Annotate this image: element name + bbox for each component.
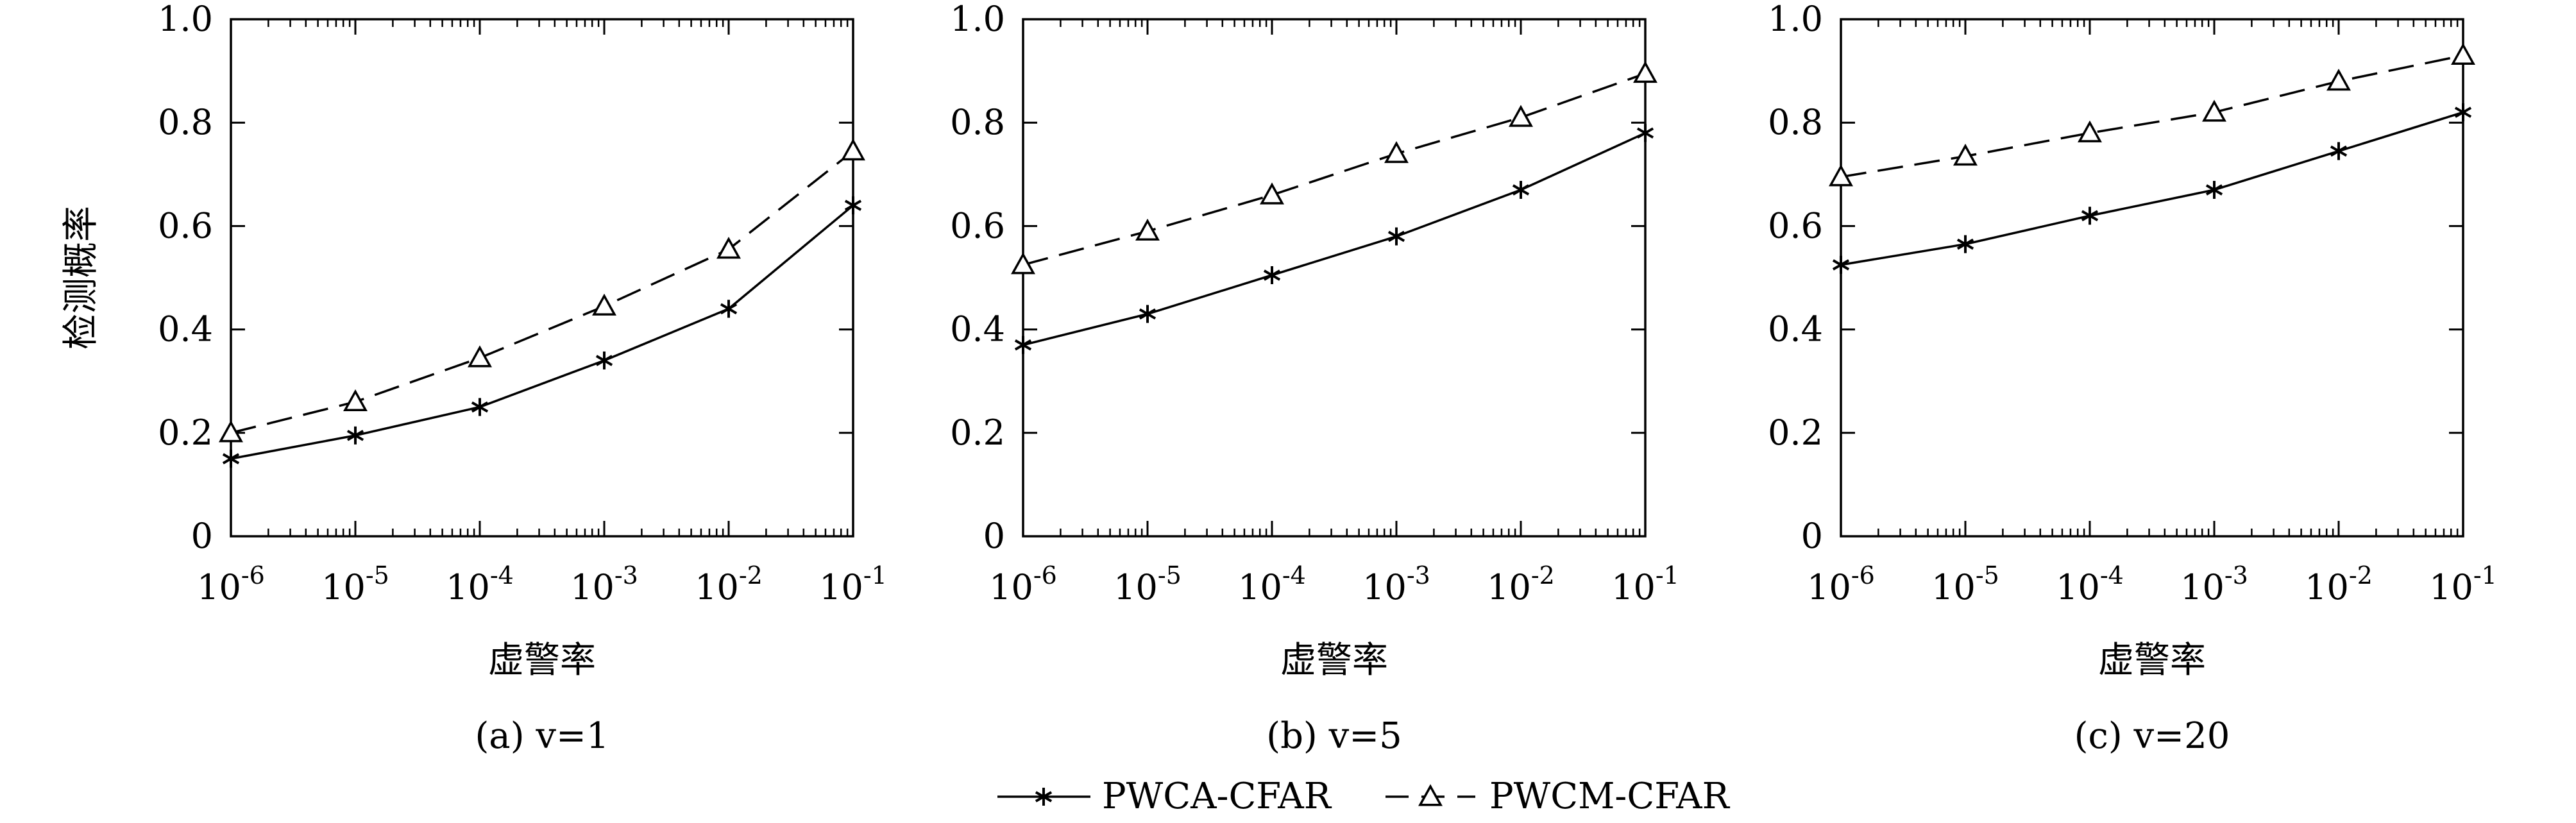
x-tick-label: 10-4 [2056,561,2124,607]
data-point-pwcm [468,345,492,368]
data-point-pwca [844,196,862,215]
series-line-pwca [1022,132,1646,346]
x-tick-label: 10-4 [446,561,514,607]
y-tick-label: 0.2 [158,412,213,453]
data-point-pwcm [343,389,368,411]
data-point-pwca [2454,103,2472,122]
plot-frame [1840,18,2464,538]
x-tick-label: 10-5 [1931,561,1999,607]
y-tick-label: 0 [983,516,1005,556]
y-tick-label: 0.4 [158,309,213,350]
x-axis-label: 虚警率 [488,640,596,681]
y-tick-label: 0.4 [1768,309,1823,350]
data-point-pwca [1387,227,1405,246]
x-tick-label: 10-2 [695,561,763,607]
data-point-pwca [595,351,613,369]
x-axis-label: 虚警率 [2098,640,2206,681]
legend: PWCA-CFAR PWCM-CFAR [997,776,1731,817]
y-tick-label: 0.2 [950,412,1005,453]
data-point-pwca [1263,266,1281,284]
series-line-pwca [1840,111,2464,266]
data-point-pwcm [841,138,865,161]
x-axis-label: 虚警率 [1280,640,1388,681]
x-tick-label: 10-5 [1114,561,1182,607]
x-tick-label: 10-3 [570,561,638,607]
data-point-pwca [2330,142,2348,160]
data-point-pwcm [1509,105,1533,127]
data-point-pwcm [1829,164,1853,187]
data-point-pwcm [1260,182,1284,205]
y-tick-label: 0 [1801,516,1823,556]
legend-label-pwca: PWCA-CFAR [1102,776,1332,817]
data-point-pwca [1139,305,1157,323]
data-point-pwcm [592,293,616,316]
series-line-pwcm [1840,54,2464,178]
data-point-pwca [471,398,489,416]
x-tick-label: 10-1 [1611,561,1679,607]
data-point-pwcm [2202,99,2226,122]
x-tick-label: 10-3 [1362,561,1430,607]
x-tick-label: 10-5 [321,561,389,607]
data-point-pwca [2081,207,2099,225]
data-point-pwcm [1135,218,1160,241]
data-point-pwca [346,426,364,445]
chart-panel-a: 0 0.2 0.4 0.6 0.8 1.0 10-6 10-5 10-4 10-3 10-2 10-1… [60,0,887,757]
y-tick-label: 0.6 [1768,205,1823,246]
y-tick-label: 0 [191,516,213,556]
data-point-pwcm [219,420,243,443]
x-tick-label: 10-2 [2305,561,2373,607]
chart-panel-c: 0 0.2 0.4 0.6 0.8 1.0 10-6 10-5 10-4 10-3 10-2 10-1… [1768,0,2497,757]
y-tick-label: 1.0 [950,0,1005,39]
data-point-pwca [1636,124,1654,142]
series-line-pwca [230,204,854,460]
data-point-pwcm [1011,252,1035,275]
y-tick-label: 0.6 [950,205,1005,246]
x-tick-label: 10-6 [1807,561,1875,607]
panel-caption: (c) v=20 [2074,715,2230,757]
y-tick-label: 0.4 [950,309,1005,350]
data-point-pwca [1832,255,1850,274]
y-tick-label: 0.8 [1768,102,1823,142]
legend-marker-pwcm [1418,784,1443,806]
y-tick-label: 0.8 [950,102,1005,142]
data-point-pwca [222,450,240,468]
data-point-pwca [1014,335,1032,354]
plot-frame [1022,18,1647,538]
x-tick-label: 10-1 [819,561,887,607]
data-point-pwcm [1633,61,1657,83]
y-tick-label: 1.0 [158,0,213,39]
series-line-pwcm [1022,72,1646,266]
data-point-pwcm [1384,140,1409,164]
data-point-pwcm [2078,120,2102,142]
x-tick-label: 10-4 [1238,561,1306,607]
series-line-pwcm [230,150,854,434]
legend-marker-pwca [1035,788,1053,806]
plot-frame [230,18,854,538]
y-tick-label: 0.8 [158,102,213,142]
y-tick-label: 0.2 [1768,412,1823,453]
data-point-pwca [720,300,738,318]
data-point-pwcm [2451,42,2475,65]
x-tick-label: 10-2 [1487,561,1555,607]
x-tick-label: 10-6 [989,561,1057,607]
data-point-pwcm [2326,69,2351,91]
y-tick-label: 1.0 [1768,0,1823,39]
data-point-pwca [1956,235,1974,253]
x-tick-label: 10-3 [2180,561,2248,607]
x-tick-label: 10-6 [197,561,265,607]
data-point-pwca [2205,180,2223,199]
data-point-pwca [1512,180,1530,199]
panel-caption: (b) v=5 [1266,715,1402,757]
y-axis-label: 检测概率 [60,206,102,350]
legend-label-pwcm: PWCM-CFAR [1489,776,1731,817]
chart-panel-b: 0 0.2 0.4 0.6 0.8 1.0 10-6 10-5 10-4 10-3 10-2 10-1… [950,0,1679,757]
panel-caption: (a) v=1 [475,715,609,757]
x-tick-label: 10-1 [2429,561,2497,607]
data-point-pwcm [716,237,741,259]
data-point-pwcm [1953,143,1978,166]
y-tick-label: 0.6 [158,205,213,246]
